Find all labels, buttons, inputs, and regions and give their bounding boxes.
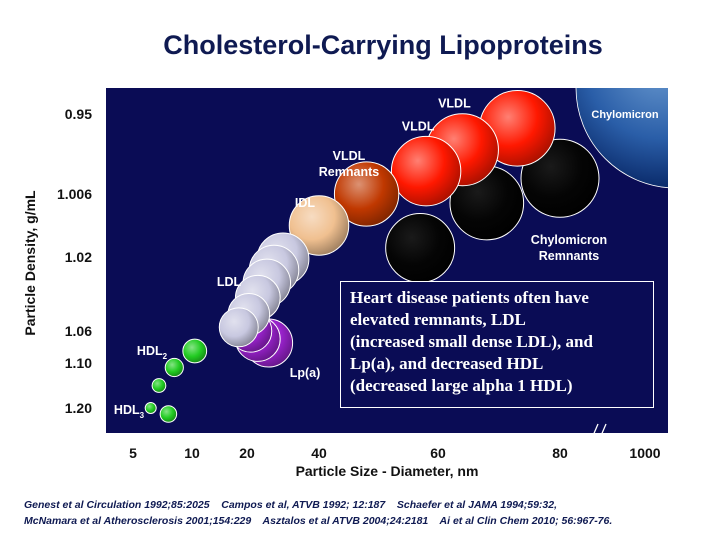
particle-hdl bbox=[144, 402, 157, 414]
particle-label-ldl: LDL bbox=[217, 275, 242, 289]
particle-chylomicron-remnants bbox=[385, 213, 456, 283]
particle-label-vldl: VLDL bbox=[438, 97, 471, 111]
particle-label-chylomicron-remnants: Chylomicron bbox=[531, 233, 607, 247]
particle-label-chylomicron-remnants: Remnants bbox=[539, 249, 599, 263]
particle-label-hdl: HDL2 bbox=[137, 344, 168, 361]
y-tick-label: 1.006 bbox=[57, 186, 92, 202]
x-tick-label: 40 bbox=[311, 445, 327, 461]
references: Genest et al Circulation 1992;85:2025 Ca… bbox=[24, 497, 714, 529]
x-tick-label: 10 bbox=[184, 445, 200, 461]
particle-label-chylomicron: Chylomicron bbox=[591, 109, 659, 121]
particle-hdl bbox=[151, 378, 167, 393]
particle-idl bbox=[288, 195, 350, 256]
particle-ldl bbox=[218, 307, 259, 348]
annotation-box: Heart disease patients often have elevat… bbox=[340, 281, 654, 408]
annotation-line: Lp(a), and decreased HDL bbox=[350, 354, 544, 373]
particle-label-vldl: VLDL bbox=[402, 119, 435, 133]
particle-label-vldl-remnants: VLDL bbox=[333, 149, 366, 163]
x-tick-label: 60 bbox=[430, 445, 446, 461]
particle-hdl bbox=[164, 357, 184, 378]
y-tick-label: 1.10 bbox=[65, 355, 92, 371]
y-tick-label: 0.95 bbox=[65, 106, 92, 122]
annotation-line: (decreased large alpha 1 HDL) bbox=[350, 376, 573, 395]
y-axis-label: Particle Density, g/mL bbox=[22, 190, 38, 336]
y-tick-label: 1.06 bbox=[65, 323, 92, 339]
particle-vldl bbox=[390, 135, 462, 207]
axis-break bbox=[591, 423, 607, 439]
x-tick-label: 5 bbox=[129, 445, 137, 461]
particle-hdl bbox=[182, 338, 208, 364]
particle-label-hdl: HDL3 bbox=[114, 403, 145, 420]
particle-chylomicron-remnants bbox=[520, 138, 600, 218]
particle-label-vldl: VLDL bbox=[493, 74, 526, 88]
x-tick-label: 20 bbox=[239, 445, 255, 461]
annotation-line: elevated remnants, LDL bbox=[350, 310, 526, 329]
y-tick-label: 1.20 bbox=[65, 400, 92, 416]
particle-chylomicron bbox=[575, 88, 668, 189]
particle-label-vldl-remnants: Remnants bbox=[319, 165, 379, 179]
x-tick-label: 80 bbox=[552, 445, 568, 461]
x-tick-label: 1000 bbox=[629, 445, 660, 461]
annotation-line: Heart disease patients often have bbox=[350, 288, 589, 307]
particle-label-idl: IDL bbox=[295, 196, 316, 210]
particle-hdl bbox=[159, 405, 178, 423]
x-axis-label: Particle Size - Diameter, nm bbox=[295, 463, 479, 479]
chart-title: Cholesterol-Carrying Lipoproteins bbox=[163, 30, 603, 60]
particle-vldl-remnants bbox=[333, 161, 400, 227]
y-tick-label: 1.02 bbox=[65, 249, 92, 265]
particle-label-lp-a: Lp(a) bbox=[290, 366, 321, 380]
reference-line: McNamara et al Atherosclerosis 2001;154:… bbox=[24, 515, 613, 527]
annotation-line: (increased small dense LDL), and bbox=[350, 332, 593, 351]
reference-line: Genest et al Circulation 1992;85:2025 Ca… bbox=[24, 499, 558, 511]
